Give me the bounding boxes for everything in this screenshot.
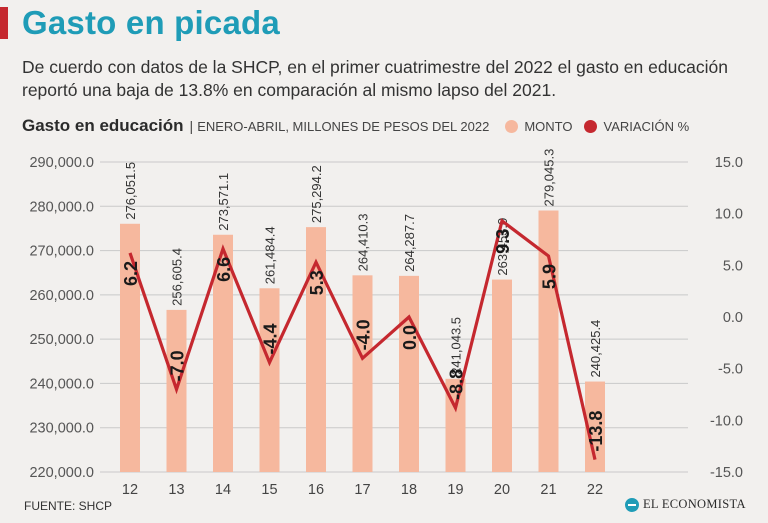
bar-monto [492, 279, 512, 472]
source-note: FUENTE: SHCP [24, 499, 113, 513]
bar-value-label: 240,425.4 [588, 320, 603, 378]
variation-value-label: 6.2 [121, 261, 141, 286]
bar-value-label: 256,605.4 [170, 248, 185, 306]
left-axis-tick-label: 260,000.0 [29, 288, 94, 304]
legend-item-variacion: VARIACIÓN % [584, 119, 689, 134]
bar-monto [399, 275, 419, 472]
chart-title: Gasto en educación [22, 116, 184, 135]
chart-units: ENERO-ABRIL, MILLONES DE PESOS DEL 2022 [197, 118, 490, 134]
legend-item-monto: MONTO [505, 119, 572, 134]
bar-monto [306, 227, 326, 472]
right-axis-tick-label: 5.0 [723, 258, 743, 274]
variation-value-label: 0.0 [400, 325, 420, 350]
page-subtitle: De cuerdo con datos de la SHCP, en el pr… [22, 57, 728, 100]
left-axis-tick-label: 280,000.0 [29, 199, 94, 215]
right-axis-tick-label: -15.0 [710, 465, 743, 481]
bar-value-label: 276,051.5 [123, 162, 138, 220]
variation-value-label: -8.8 [447, 369, 467, 400]
x-axis-tick-label: 19 [447, 482, 463, 498]
legend-label-monto: MONTO [524, 118, 573, 134]
bar-value-label: 264,287.7 [402, 214, 417, 272]
variation-value-label: -4.4 [261, 323, 281, 354]
left-axis-tick-label: 230,000.0 [29, 421, 94, 437]
right-axis-tick-label: 15.0 [715, 155, 743, 171]
chart-title-separator: | [189, 118, 194, 134]
x-axis-tick-label: 12 [122, 482, 138, 498]
bar-monto [352, 275, 373, 472]
left-axis-tick-label: 220,000.0 [29, 465, 94, 481]
bar-monto [445, 378, 466, 472]
x-axis-tick-label: 16 [308, 482, 324, 498]
publisher-logo: EL ECONOMISTA [625, 497, 746, 512]
chart-legend: MONTO VARIACIÓN % [505, 119, 701, 134]
legend-swatch-monto [505, 119, 519, 133]
bar-value-label: 264,410.3 [356, 213, 371, 271]
variation-line [128, 218, 597, 460]
variation-value-label: -4.0 [354, 319, 374, 350]
variation-value-label: -7.0 [168, 350, 188, 381]
right-axis-tick-label: -5.0 [718, 362, 743, 378]
bar-monto [585, 381, 605, 472]
logo-icon [625, 497, 639, 512]
bar-monto [259, 288, 280, 472]
right-axis-tick-label: 0.0 [723, 310, 743, 326]
variation-value-label: 5.3 [307, 270, 327, 295]
variation-value-label: 9.3 [493, 229, 513, 254]
chart-header: Gasto en educación | ENERO-ABRIL, MILLON… [22, 116, 701, 136]
x-axis-tick-label: 15 [261, 482, 277, 498]
title-accent-bar [0, 7, 8, 39]
bar-value-label: 241,043.5 [449, 317, 464, 375]
x-axis-tick-label: 13 [168, 482, 184, 498]
logo-text: EL ECONOMISTA [643, 497, 746, 511]
x-axis-tick-label: 21 [540, 482, 556, 498]
bar-value-label: 273,571.1 [216, 173, 231, 231]
legend-swatch-variacion [584, 119, 598, 133]
variation-value-label: 5.9 [540, 264, 560, 289]
left-axis-tick-label: 290,000.0 [29, 155, 94, 171]
bar-monto [213, 234, 233, 472]
x-axis-tick-label: 20 [494, 482, 510, 498]
variation-value-label: 6.6 [214, 257, 234, 282]
x-axis-tick-label: 22 [587, 482, 603, 498]
bar-value-label: 279,045.3 [542, 149, 557, 207]
x-axis-tick-label: 17 [354, 482, 370, 498]
bar-monto [120, 223, 140, 472]
variation-value-label: -13.8 [586, 411, 606, 452]
page-title: Gasto en picada [22, 4, 280, 41]
bar-value-label: 275,294.2 [309, 165, 324, 223]
left-axis-tick-label: 270,000.0 [29, 244, 94, 260]
x-axis-tick-label: 14 [215, 482, 231, 498]
left-axis-tick-label: 240,000.0 [29, 376, 94, 392]
right-axis-tick-label: -10.0 [710, 413, 743, 429]
right-axis-tick-label: 10.0 [715, 207, 743, 223]
x-axis-tick-label: 18 [401, 482, 417, 498]
left-axis-tick-label: 250,000.0 [29, 332, 94, 348]
legend-label-variacion: VARIACIÓN % [603, 118, 690, 134]
bar-value-label: 261,484.4 [263, 226, 278, 284]
